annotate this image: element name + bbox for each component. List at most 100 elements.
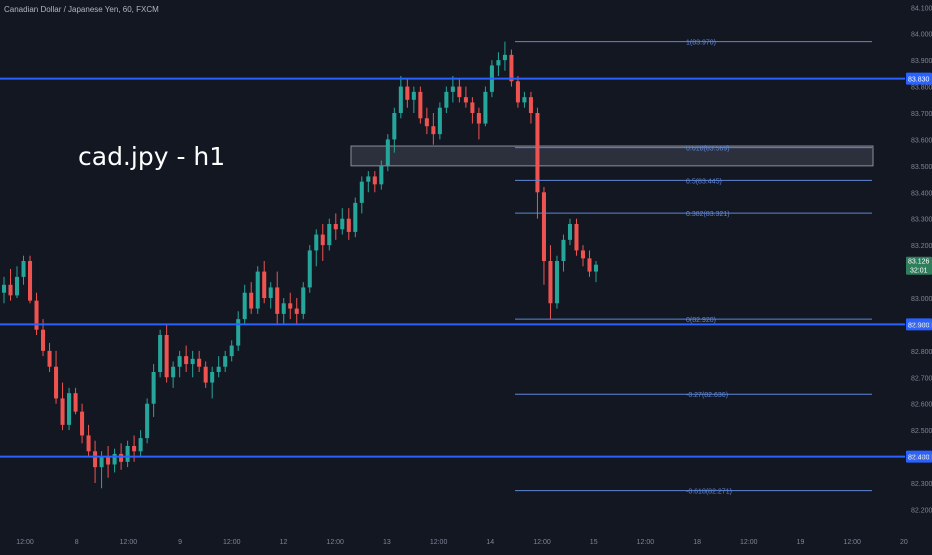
candle-body bbox=[411, 91, 416, 100]
y-tick-label: 82.300 bbox=[911, 481, 932, 488]
candle-body bbox=[561, 239, 566, 261]
candle-body bbox=[67, 393, 72, 425]
y-tick-label: 84.000 bbox=[911, 32, 932, 39]
level-price-label: 82.900 bbox=[908, 322, 930, 329]
candle-body bbox=[333, 224, 338, 230]
x-tick-label: 12:00 bbox=[430, 539, 448, 546]
candle-body bbox=[353, 202, 358, 232]
candle-body bbox=[567, 224, 572, 240]
x-tick-label: 14 bbox=[486, 539, 494, 546]
countdown-label: 32:01 bbox=[910, 268, 928, 275]
candle-body bbox=[541, 192, 546, 261]
candle-body bbox=[229, 345, 234, 357]
fib-label: 0.5(83.445) bbox=[686, 178, 722, 185]
x-tick-label: 8 bbox=[75, 539, 79, 546]
candle-body bbox=[223, 356, 228, 367]
candle-body bbox=[236, 319, 241, 346]
candle-body bbox=[99, 456, 104, 468]
candle-body bbox=[119, 453, 124, 462]
candle-body bbox=[281, 303, 286, 314]
candle-body bbox=[184, 356, 189, 365]
x-tick-label: 18 bbox=[693, 539, 701, 546]
x-tick-label: 12:00 bbox=[533, 539, 551, 546]
candle-body bbox=[275, 287, 280, 314]
candle-body bbox=[515, 81, 520, 103]
candle-body bbox=[242, 292, 247, 320]
candle-body bbox=[483, 91, 488, 124]
y-tick-label: 83.300 bbox=[911, 217, 932, 224]
x-tick-label: 12:00 bbox=[843, 539, 861, 546]
candle-body bbox=[424, 118, 429, 127]
candles-layer bbox=[1, 41, 599, 489]
candle-body bbox=[372, 176, 377, 185]
candle-body bbox=[288, 303, 293, 309]
candle-body bbox=[580, 250, 586, 259]
candle-body bbox=[203, 366, 208, 383]
zone-layer bbox=[350, 145, 874, 167]
candle-body bbox=[509, 54, 514, 82]
candle-body bbox=[151, 372, 156, 404]
y-tick-label: 83.000 bbox=[911, 296, 932, 303]
candle-body bbox=[405, 86, 410, 100]
x-tick-label: 19 bbox=[797, 539, 805, 546]
candle-body bbox=[138, 438, 143, 452]
x-tick-label: 12:00 bbox=[637, 539, 655, 546]
y-tick-label: 83.800 bbox=[911, 85, 932, 92]
candle-body bbox=[197, 358, 202, 367]
candle-body bbox=[132, 446, 137, 452]
y-tick-label: 82.500 bbox=[911, 428, 932, 435]
chart-annotation: cad.jpy - h1 bbox=[78, 142, 226, 171]
candle-body bbox=[502, 54, 507, 61]
axis-layer: 84.100 84.000 83.900 83.800 83.700 83.600 83.5… bbox=[16, 5, 932, 546]
level-price-badge bbox=[906, 450, 932, 463]
candle-body bbox=[593, 264, 599, 272]
last-price-badge bbox=[906, 256, 932, 275]
candle-body bbox=[216, 366, 221, 372]
candle-body bbox=[340, 218, 345, 230]
x-tick-label: 9 bbox=[178, 539, 182, 546]
candle-body bbox=[528, 97, 533, 113]
candle-body bbox=[106, 456, 111, 465]
candle-body bbox=[54, 366, 59, 399]
candle-body bbox=[60, 398, 65, 425]
y-tick-label: 83.600 bbox=[911, 137, 932, 144]
candle-body bbox=[112, 453, 117, 465]
y-tick-label: 83.700 bbox=[911, 111, 932, 118]
candle-body bbox=[496, 60, 501, 66]
candle-body bbox=[86, 435, 91, 452]
y-tick-label: 82.900 bbox=[911, 322, 932, 329]
candle-body bbox=[1, 284, 7, 293]
candle-body bbox=[548, 261, 553, 304]
level-price-label: 83.830 bbox=[908, 77, 930, 84]
candle-body bbox=[366, 176, 371, 182]
candle-body bbox=[41, 329, 46, 351]
candle-body bbox=[535, 113, 540, 193]
candle-body bbox=[522, 97, 527, 103]
level-price-badge bbox=[906, 72, 932, 85]
candle-body bbox=[164, 335, 169, 378]
symbol-title: Canadian Dollar / Japanese Yen, 60, FXCM bbox=[4, 5, 159, 14]
candle-body bbox=[255, 271, 260, 309]
fib-label: 0.618(83.569) bbox=[686, 146, 730, 153]
candle-body bbox=[171, 366, 176, 378]
candle-body bbox=[177, 356, 182, 367]
candle-body bbox=[320, 234, 325, 246]
candle-body bbox=[262, 271, 267, 298]
candle-body bbox=[379, 165, 384, 185]
candle-body bbox=[249, 292, 254, 309]
candle-body bbox=[47, 350, 52, 367]
y-tick-label: 82.700 bbox=[911, 375, 932, 382]
level-price-label: 82.400 bbox=[908, 455, 930, 462]
candle-body bbox=[346, 218, 351, 232]
fib-label: 1(83.970) bbox=[686, 40, 716, 47]
x-tick-label: 20 bbox=[900, 539, 908, 546]
x-tick-label: 12:00 bbox=[120, 539, 138, 546]
x-tick-label: 13 bbox=[383, 539, 391, 546]
candle-body bbox=[431, 126, 436, 135]
candle-body bbox=[307, 250, 312, 288]
y-tick-label: 83.400 bbox=[911, 190, 932, 197]
candle-body bbox=[444, 91, 449, 108]
x-tick-label: 12:00 bbox=[223, 539, 241, 546]
